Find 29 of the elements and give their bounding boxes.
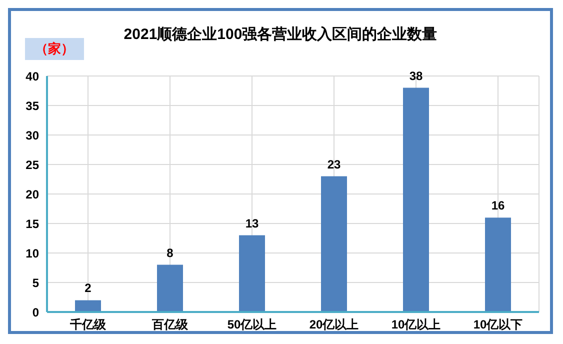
x-tick-label: 10亿以下 [473,318,523,332]
x-tick-label: 50亿以上 [227,318,277,332]
y-tick-label: 5 [32,276,40,290]
y-tick-label: 30 [26,128,40,142]
data-label: 16 [491,198,505,213]
y-tick-label: 35 [26,98,40,113]
y-tick-label: 40 [26,69,40,84]
y-axis-title: （家） [25,38,84,60]
data-label: 8 [166,246,174,260]
data-label: 23 [327,157,341,172]
data-label: 13 [245,216,259,230]
x-tick-label: 10亿以上 [391,318,441,332]
bar [403,88,429,312]
bar [485,218,511,312]
x-tick-label: 20亿以上 [309,318,359,332]
bar [321,176,347,312]
bar [157,264,183,312]
x-tick-label: 千亿级 [69,318,107,332]
bar [239,235,265,312]
data-label: 38 [409,68,423,83]
y-tick-label: 25 [26,158,40,172]
x-tick-label: 百亿级 [151,318,189,332]
y-tick-label: 20 [26,187,40,202]
y-tick-label: 10 [26,246,40,260]
y-tick-label: 0 [32,305,40,320]
y-tick-label: 15 [26,216,40,231]
bar [75,300,101,312]
data-label: 2 [84,281,92,296]
chart-title: 2021顺德企业100强各营业收入区间的企业数量 [124,26,438,43]
